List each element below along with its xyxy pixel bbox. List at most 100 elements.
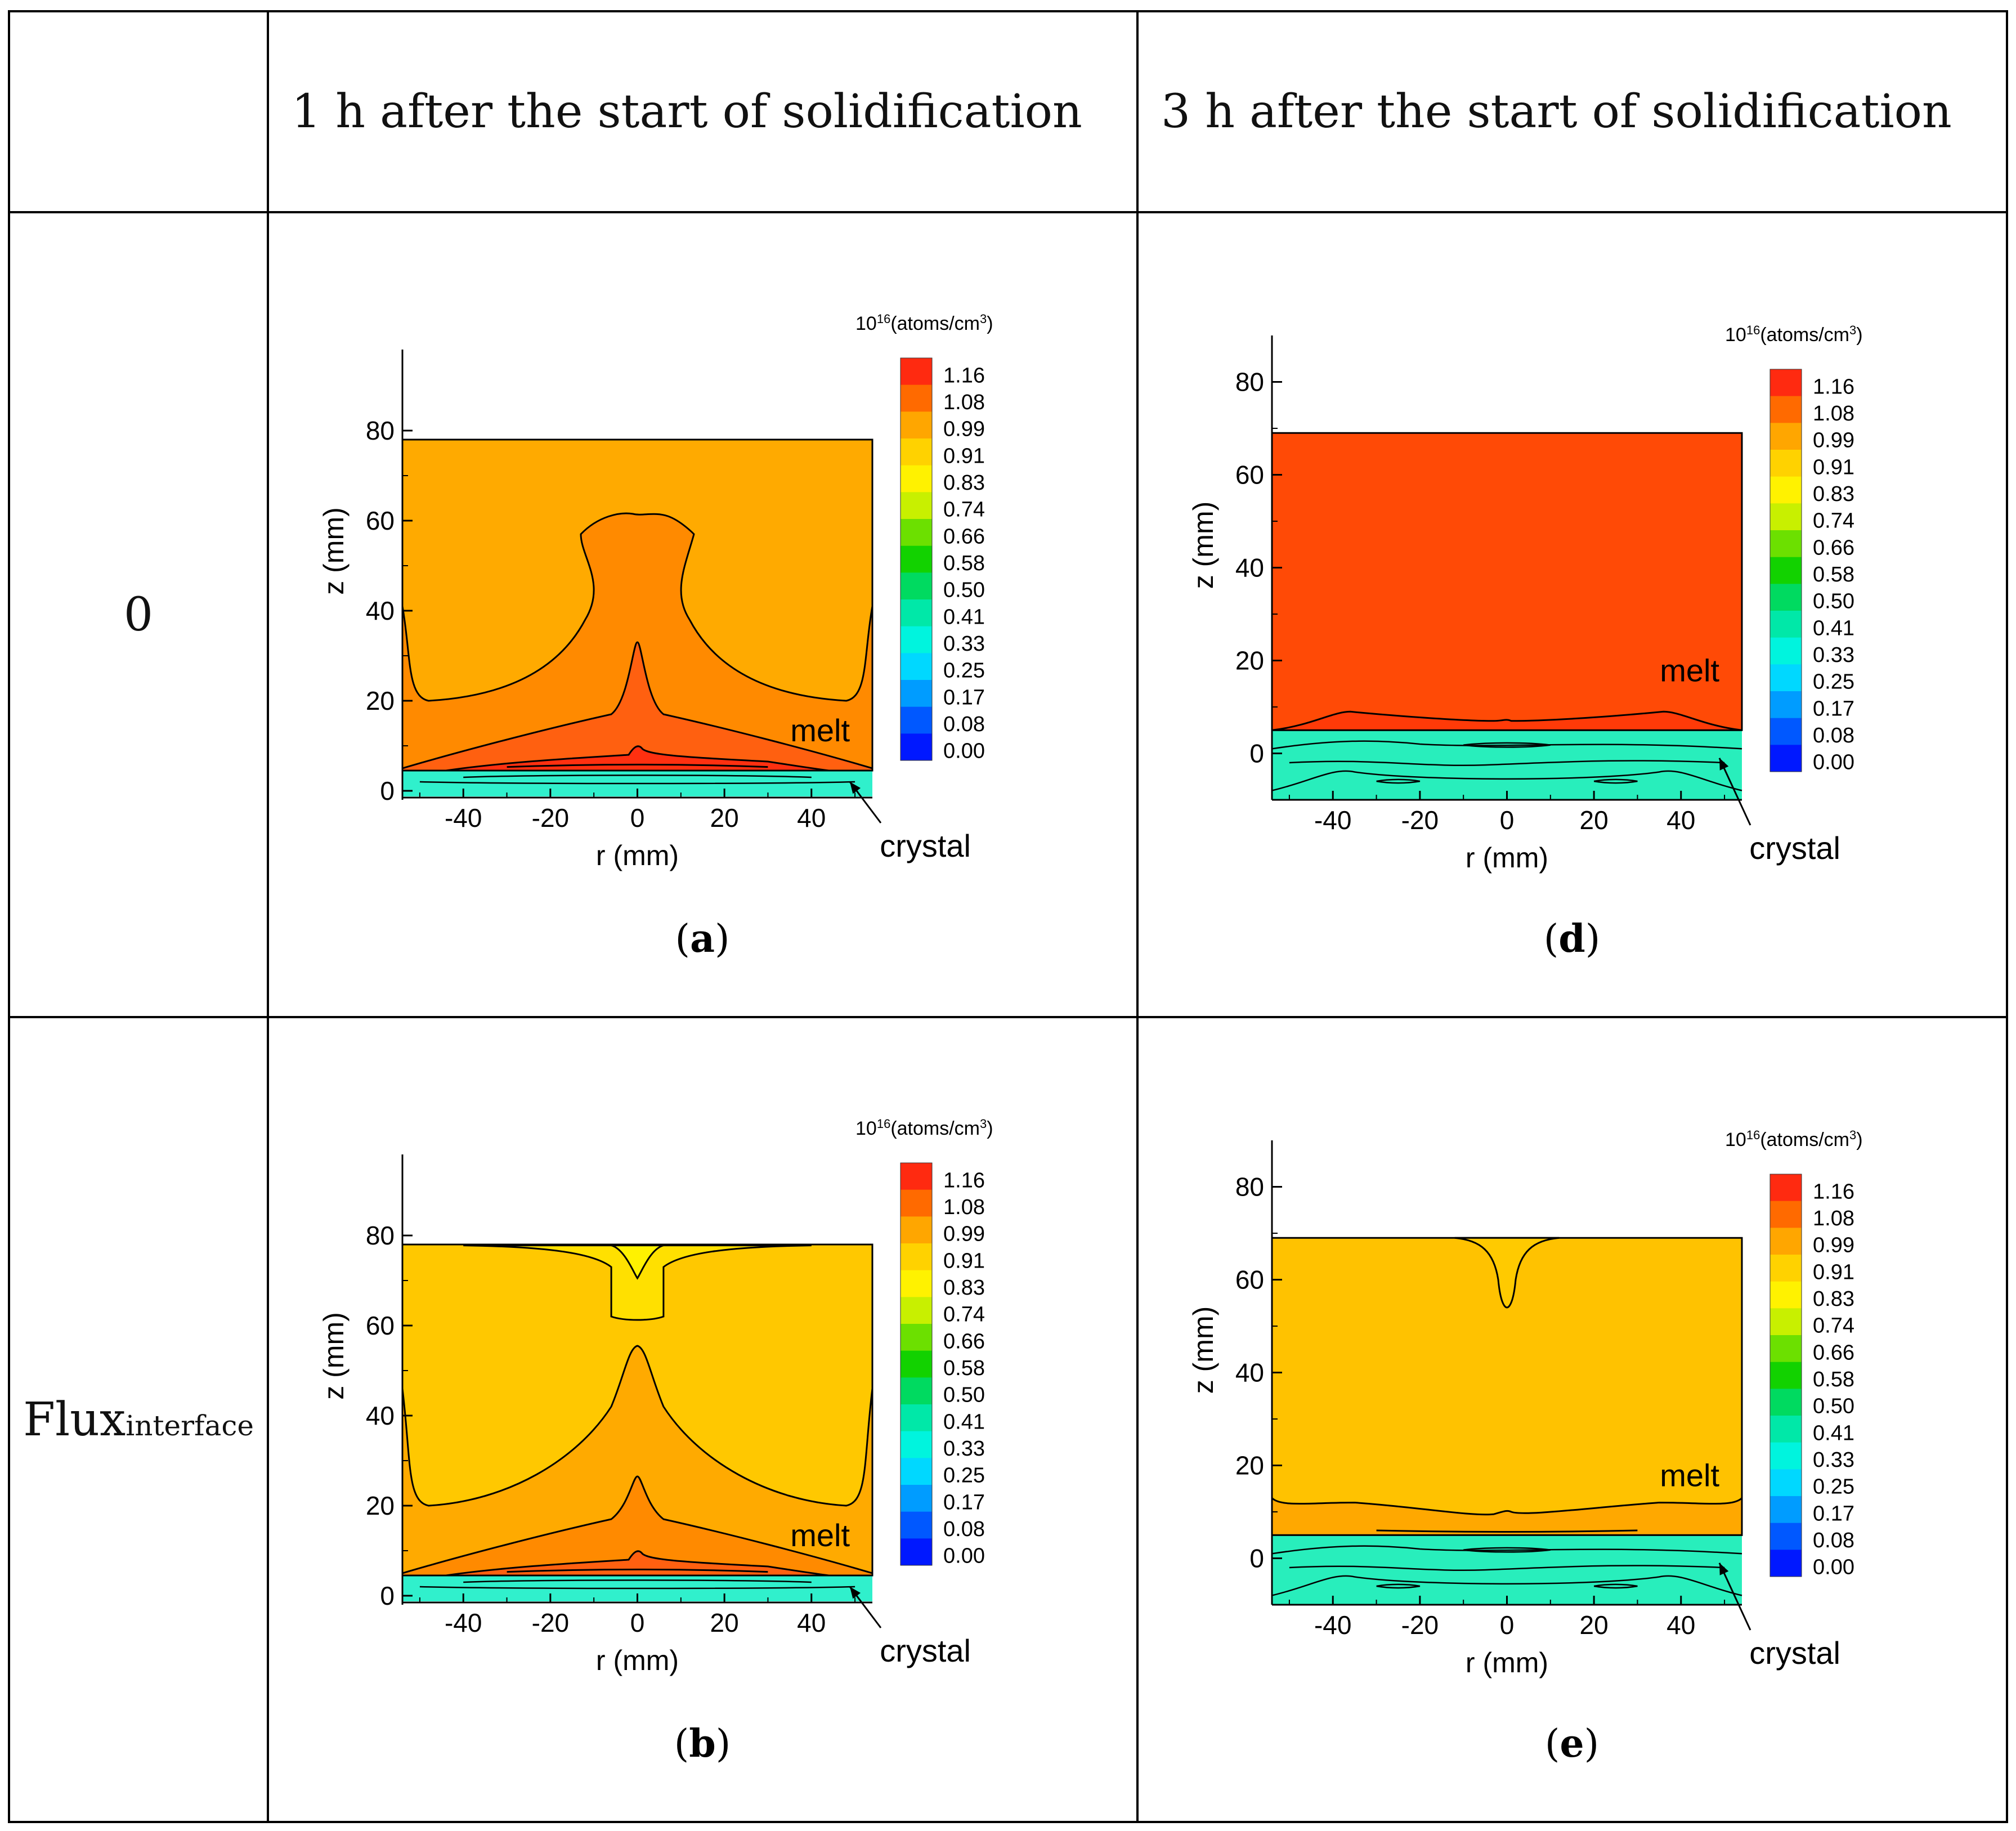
contour-line — [507, 1568, 768, 1573]
colorbar-segment — [1770, 1281, 1802, 1309]
colorbar-segment — [901, 1431, 932, 1458]
y-tick-label: 80 — [1235, 1172, 1264, 1202]
y-tick-label: 40 — [366, 1401, 395, 1430]
colorbar-tick-label: 0.33 — [1813, 643, 1854, 667]
contour-line — [1593, 1583, 1638, 1589]
x-axis-label: r (mm) — [596, 1645, 679, 1676]
colorbar-tick-label: 0.91 — [943, 1249, 985, 1273]
y-tick-label: 20 — [366, 686, 395, 715]
contour-top-dip — [463, 1244, 812, 1321]
y-axis-label: z (mm) — [318, 507, 350, 595]
colorbar-segment — [1770, 691, 1802, 719]
x-tick-label: -20 — [532, 803, 569, 832]
colorbar-segment — [1770, 1523, 1802, 1550]
colorbar-segment — [901, 1189, 932, 1217]
colorbar-tick-label: 0.25 — [943, 1464, 985, 1488]
colorbar-tick-label: 0.74 — [1813, 1314, 1854, 1338]
colorbar-segment — [1770, 503, 1802, 531]
colorbar-tick-label: 0.33 — [1813, 1448, 1854, 1472]
contour-line — [1463, 742, 1551, 748]
crystal-arrow-head — [1719, 758, 1729, 771]
colorbar-segment — [1770, 718, 1802, 745]
colorbar-segment — [901, 519, 932, 547]
colorbar-segment — [901, 438, 932, 466]
panel-caption: (b) — [674, 1721, 731, 1766]
contour-line — [1271, 1575, 1742, 1596]
contour-interface-band — [1271, 1496, 1743, 1536]
contour-line — [463, 1579, 812, 1583]
colorbar-tick-label: 0.91 — [1813, 1260, 1854, 1284]
colorbar-unit: 1016(atoms/cm3) — [1725, 323, 1863, 346]
colorbar-tick-label: 0.58 — [943, 552, 985, 575]
y-tick-label: 80 — [1235, 368, 1264, 397]
colorbar-tick-label: 0.25 — [1813, 1475, 1854, 1499]
colorbar-tick-label: 1.08 — [943, 1196, 985, 1219]
colorbar-tick-label: 0.50 — [1813, 590, 1854, 614]
colorbar-segment — [901, 1297, 932, 1324]
contour-interface-band — [446, 745, 829, 772]
colorbar-segment — [1770, 450, 1802, 477]
colorbar-segment — [1770, 530, 1802, 558]
x-axis-label: r (mm) — [1466, 842, 1548, 874]
panel-caption: (a) — [675, 916, 729, 961]
colorbar-segment — [1770, 664, 1802, 692]
colorbar-tick-label: 0.58 — [943, 1357, 985, 1380]
y-tick-label: 20 — [1235, 1451, 1264, 1480]
colorbar-tick-label: 0.91 — [943, 444, 985, 468]
colorbar-tick-label: 0.41 — [943, 1410, 985, 1434]
crystal-label: crystal — [1749, 830, 1840, 866]
colorbar-segment — [901, 1458, 932, 1485]
y-tick-label: 40 — [366, 596, 395, 625]
colorbar-segment — [1770, 584, 1802, 611]
x-axis-label: r (mm) — [1466, 1647, 1548, 1678]
colorbar-tick-label: 0.33 — [943, 632, 985, 656]
colorbar-segment — [901, 492, 932, 520]
colorbar-segment — [901, 545, 932, 573]
colorbar-tick-label: 0.50 — [1813, 1395, 1854, 1418]
colorbar-segment — [901, 1538, 932, 1566]
y-tick-label: 0 — [1249, 739, 1264, 768]
colorbar-segment — [1770, 1389, 1802, 1416]
colorbar-tick-label: 0.66 — [943, 525, 985, 548]
colorbar-frame — [900, 1162, 933, 1566]
crystal-region — [1272, 730, 1742, 800]
colorbar-tick-label: 0.00 — [1813, 1556, 1854, 1579]
colorbar-tick-label: 0.08 — [943, 713, 985, 736]
colorbar-segment — [901, 1350, 932, 1378]
colorbar-tick-label: 0.99 — [1813, 1234, 1854, 1257]
colorbar-tick-label: 0.17 — [943, 1490, 985, 1514]
colorbar-tick-label: 0.99 — [943, 1223, 985, 1246]
row-label-flux: Fluxinterface — [8, 1016, 269, 1823]
colorbar-segment — [1770, 1362, 1802, 1389]
x-tick-label: 20 — [1580, 805, 1609, 835]
panel-caption: (d) — [1544, 916, 1601, 961]
colorbar-segment — [901, 465, 932, 493]
colorbar-segment — [1770, 1550, 1802, 1577]
contour-top-dip-core — [611, 1244, 664, 1280]
contour-line — [1376, 778, 1421, 784]
contour-line — [419, 1586, 855, 1590]
col-header-1h: 1 h after the start of solidification — [267, 10, 1139, 213]
colorbar-tick-label: 0.83 — [1813, 482, 1854, 506]
colorbar-tick-label: 0.66 — [1813, 536, 1854, 559]
y-tick-label: 60 — [1235, 1265, 1264, 1295]
colorbar-tick-label: 0.58 — [1813, 563, 1854, 587]
row-label-zero: 0 — [8, 211, 269, 1018]
y-tick-label: 80 — [366, 416, 395, 445]
col-header-3h: 3 h after the start of solidification — [1136, 10, 2008, 213]
contour-line — [463, 775, 812, 778]
colorbar-tick-label: 0.99 — [943, 418, 985, 441]
panel-e-cell: 80 60 40 20 0 -40 -20 0 20 40 r (mm) z (mm) melt crys… — [1136, 1016, 2008, 1823]
colorbar-tick-label: 0.83 — [943, 1276, 985, 1300]
colorbar-segment — [901, 358, 932, 386]
x-tick-label: -40 — [1314, 805, 1351, 835]
crystal-arrow-head — [850, 782, 861, 794]
contour-line — [1271, 1545, 1742, 1555]
colorbar-segment — [1770, 611, 1802, 638]
colorbar-tick-label: 0.74 — [1813, 509, 1854, 533]
colorbar-segment — [1770, 1416, 1802, 1443]
y-tick-label: 60 — [366, 1311, 395, 1340]
colorbar-tick-label: 0.33 — [943, 1437, 985, 1461]
x-tick-label: 40 — [1666, 1610, 1695, 1640]
colorbar-segment — [901, 1404, 932, 1432]
